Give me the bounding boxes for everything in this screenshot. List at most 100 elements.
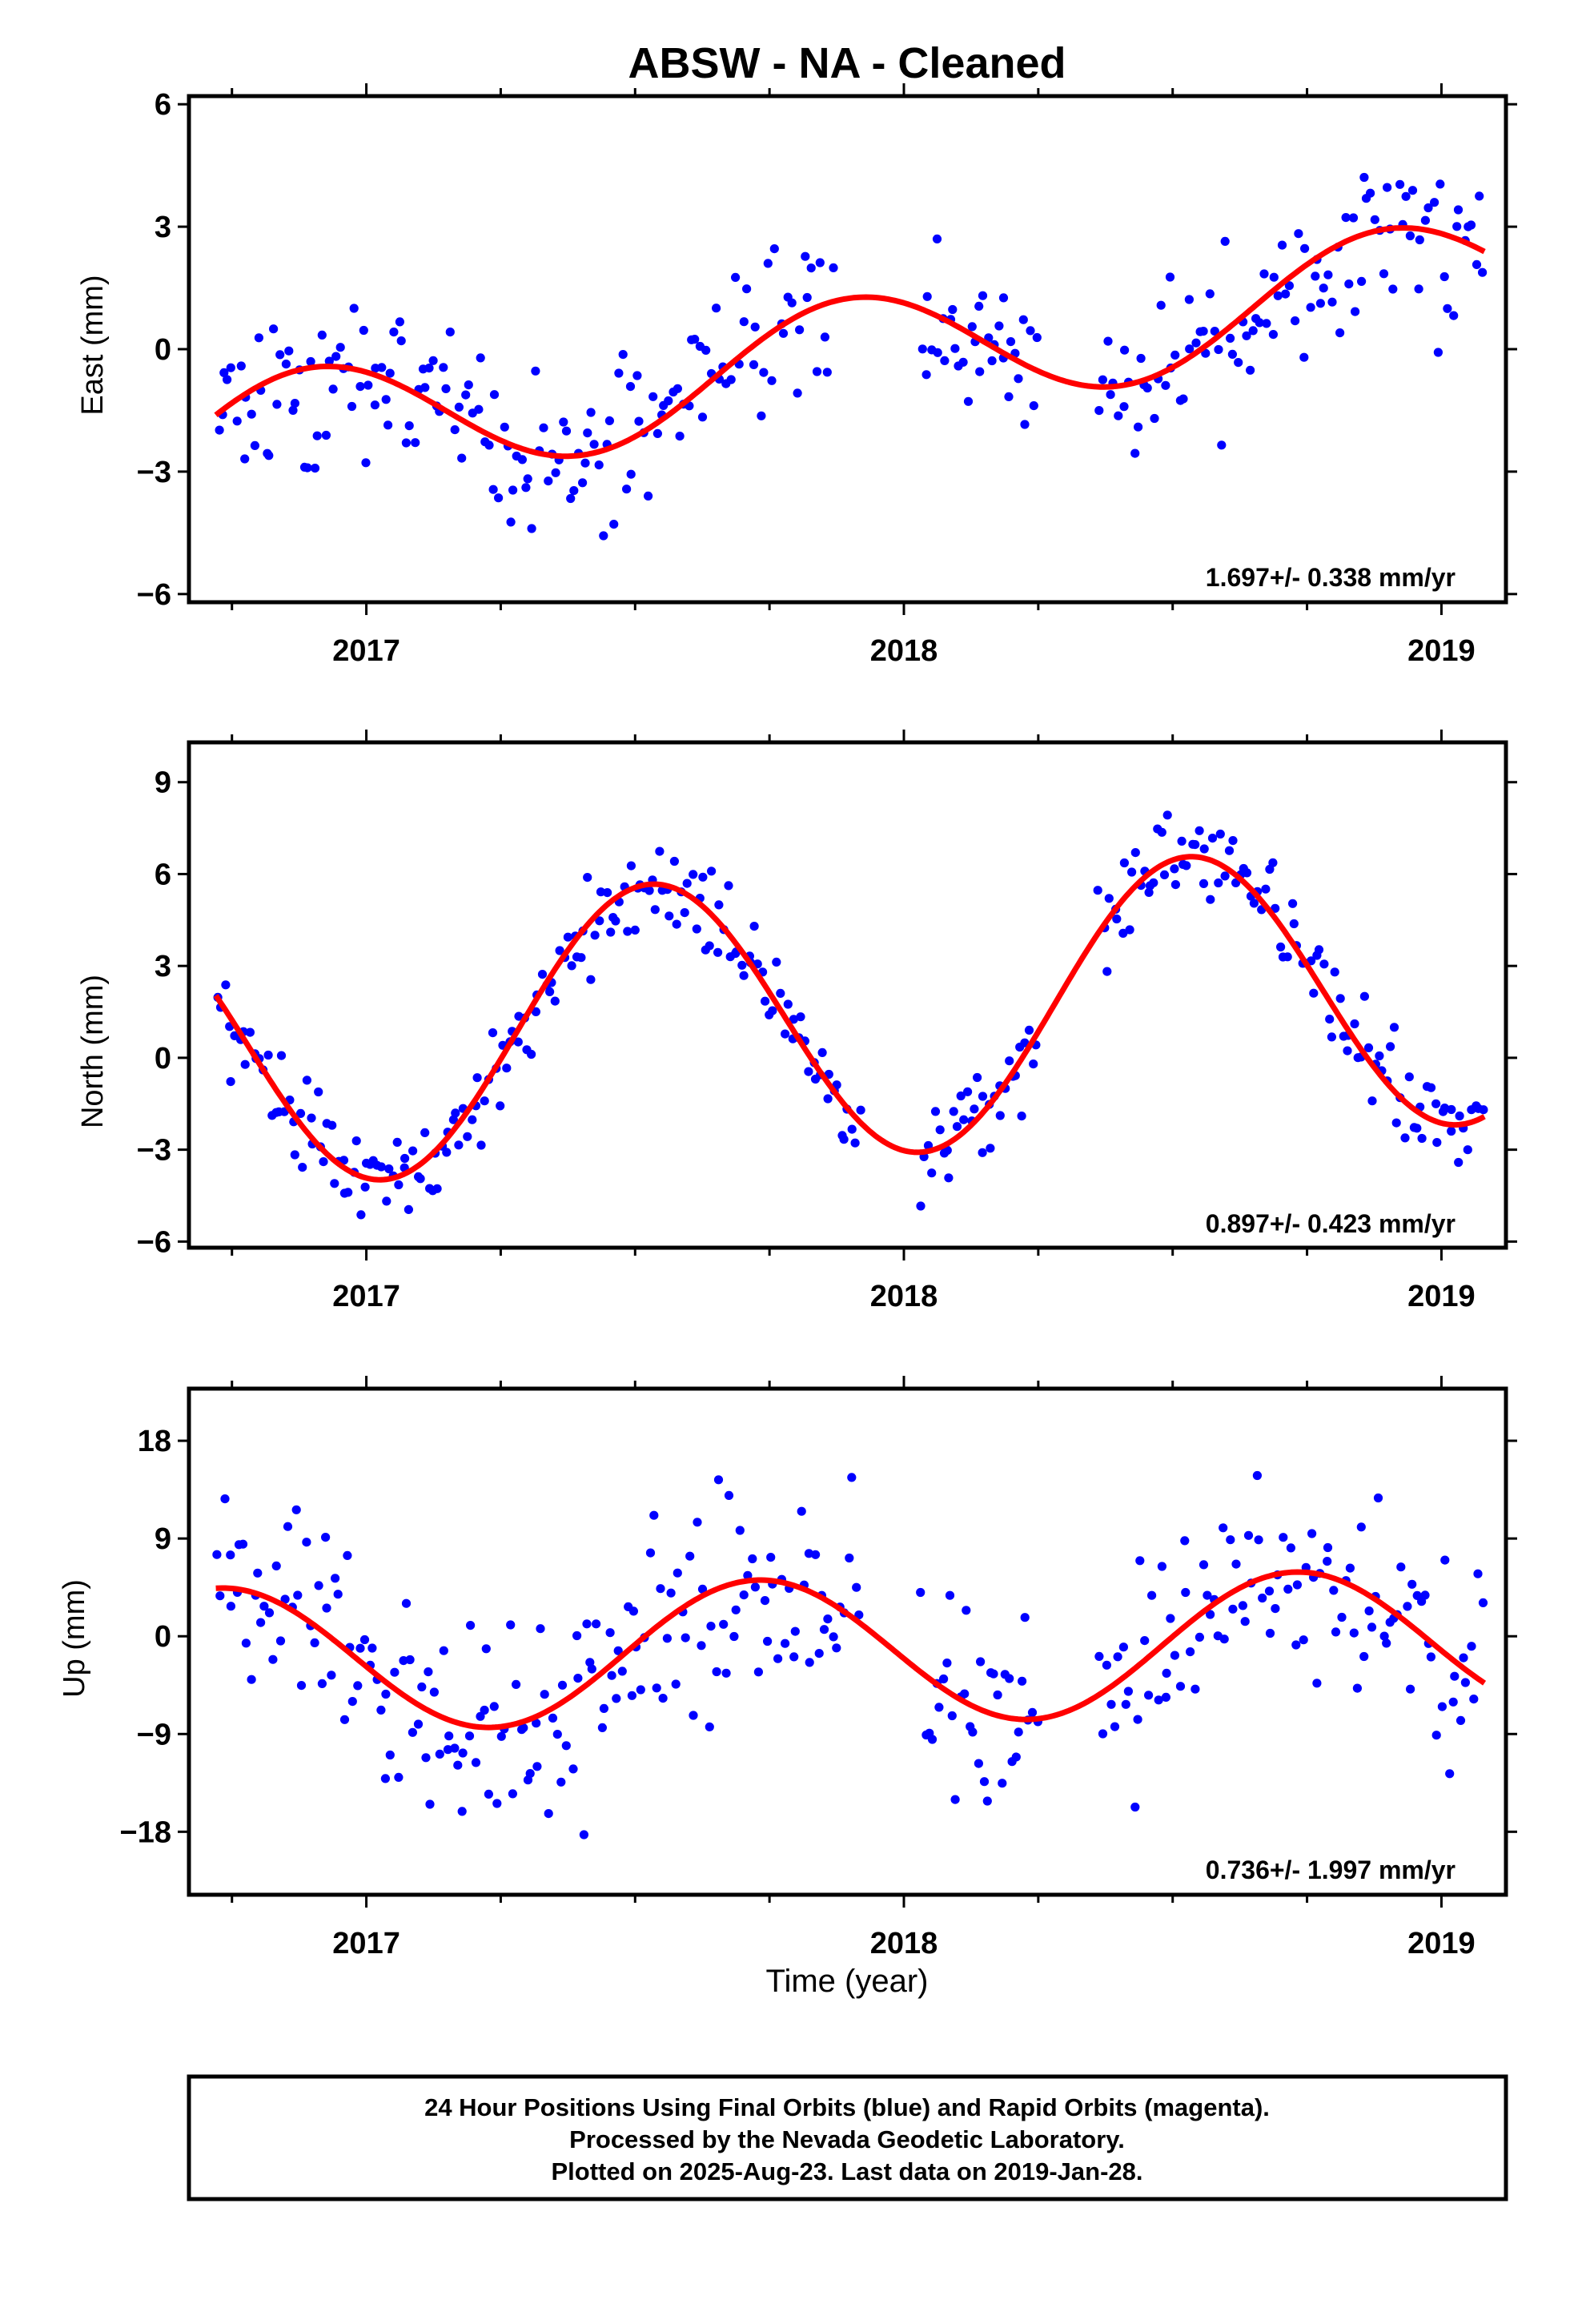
- north-xtick-label: 2018: [870, 1280, 938, 1313]
- up-data-point: [673, 1568, 682, 1578]
- up-data-point: [220, 1494, 230, 1504]
- north-rate-label: 0.897+/- 0.423 mm/yr: [1206, 1209, 1456, 1238]
- up-data-point: [327, 1671, 336, 1680]
- up-data-point: [1459, 1653, 1468, 1663]
- east-rate-label: 1.697+/- 0.338 mm/yr: [1206, 563, 1456, 592]
- east-data-point: [583, 428, 592, 438]
- north-data-point: [783, 999, 793, 1009]
- up-data-point: [355, 1643, 365, 1653]
- up-data-point: [979, 1777, 990, 1787]
- footer-line-3: Plotted on 2025-Aug-23. Last data on 201…: [551, 2157, 1142, 2185]
- north-data-point: [420, 1128, 430, 1137]
- up-data-point: [376, 1705, 386, 1715]
- north-data-point: [408, 1146, 418, 1156]
- east-data-point: [987, 356, 997, 366]
- east-data-point: [464, 380, 473, 390]
- north-data-point: [567, 961, 576, 971]
- up-data-point: [525, 1769, 535, 1779]
- east-data-point: [264, 451, 274, 460]
- up-data-point: [1166, 1614, 1175, 1623]
- up-data-point: [1469, 1695, 1479, 1704]
- north-data-point: [644, 886, 654, 895]
- north-data-point: [952, 1122, 962, 1132]
- north-ytick-label: −6: [137, 1225, 171, 1259]
- footer-line-2: Processed by the Nevada Geodetic Laborat…: [569, 2125, 1125, 2153]
- north-data-point: [463, 1132, 472, 1141]
- north-data-point: [502, 1063, 512, 1073]
- east-data-point: [1259, 269, 1269, 279]
- east-data-point: [424, 364, 434, 373]
- up-data-point: [557, 1680, 568, 1690]
- up-data-point: [982, 1796, 992, 1806]
- up-data-point: [556, 1777, 566, 1787]
- up-data-point: [750, 1582, 761, 1592]
- east-data-point: [1300, 243, 1310, 253]
- east-data-point: [441, 384, 451, 393]
- up-data-point: [697, 1641, 706, 1651]
- up-data-point: [1467, 1642, 1476, 1651]
- north-data-point: [480, 1096, 489, 1106]
- up-data-point: [599, 1703, 609, 1713]
- north-panel: North (mm) −6 −3 0 3 6 9 2017 2018 2019 0.897+/-…: [76, 730, 1517, 1313]
- north-data-point: [978, 1148, 987, 1157]
- north-data-point: [1327, 1032, 1336, 1042]
- up-data-point: [1407, 1579, 1417, 1589]
- east-data-point: [420, 383, 430, 392]
- east-data-point: [1199, 327, 1208, 336]
- up-data-point: [927, 1735, 938, 1744]
- north-data-point: [339, 1156, 349, 1165]
- up-fit-line: [215, 1569, 1487, 1731]
- up-data-point: [719, 1619, 729, 1629]
- north-data-point: [1426, 1083, 1436, 1092]
- north-data-point: [1104, 894, 1114, 903]
- up-data-point: [1450, 1671, 1460, 1681]
- north-data-point: [1454, 1157, 1464, 1168]
- up-data-point: [317, 1679, 327, 1688]
- east-data-point: [802, 292, 812, 303]
- up-data-point: [275, 1636, 286, 1646]
- east-data-point: [236, 361, 246, 371]
- east-data-point: [1026, 326, 1035, 336]
- east-data-point: [1227, 349, 1237, 359]
- east-data-point: [281, 360, 291, 369]
- east-data-point: [215, 425, 224, 435]
- north-data-point: [1024, 1025, 1034, 1035]
- north-data-point: [343, 1188, 353, 1197]
- east-data-point: [247, 409, 256, 419]
- up-data-point: [1161, 1692, 1170, 1702]
- north-data-point: [1391, 1118, 1401, 1128]
- up-data-point: [666, 1588, 676, 1598]
- east-ytick-label: −6: [137, 578, 171, 612]
- east-data-point: [284, 346, 294, 356]
- up-data-point: [1170, 1651, 1179, 1660]
- up-data-point: [729, 1631, 739, 1642]
- east-data-point: [1478, 267, 1488, 277]
- east-data-point: [389, 328, 399, 337]
- up-ytick-label: −9: [137, 1718, 171, 1751]
- up-data-point: [1356, 1522, 1366, 1532]
- east-data-point: [500, 422, 509, 432]
- up-data-point: [1203, 1590, 1212, 1600]
- east-data-point: [331, 352, 341, 361]
- north-data-point: [356, 1210, 366, 1220]
- north-data-point: [302, 1076, 311, 1085]
- east-data-point: [1201, 348, 1211, 358]
- east-data-point: [648, 392, 658, 401]
- east-data-point: [632, 371, 642, 380]
- east-data-point: [355, 382, 365, 392]
- east-data-point: [795, 325, 805, 335]
- north-data-point: [384, 1164, 394, 1174]
- north-data-point: [1029, 1059, 1038, 1069]
- up-data-point: [743, 1570, 753, 1580]
- up-data-point: [942, 1659, 952, 1668]
- east-data-point: [1234, 358, 1243, 368]
- north-data-point: [1325, 1015, 1335, 1024]
- east-data-point: [544, 476, 553, 486]
- up-data-point: [1323, 1542, 1333, 1553]
- north-data-point: [307, 1113, 316, 1123]
- east-data-point: [317, 330, 327, 340]
- north-xtick-label: 2019: [1407, 1280, 1476, 1313]
- east-data-point: [508, 485, 518, 495]
- north-ytick-label: 3: [155, 950, 171, 983]
- up-data-point: [721, 1668, 731, 1678]
